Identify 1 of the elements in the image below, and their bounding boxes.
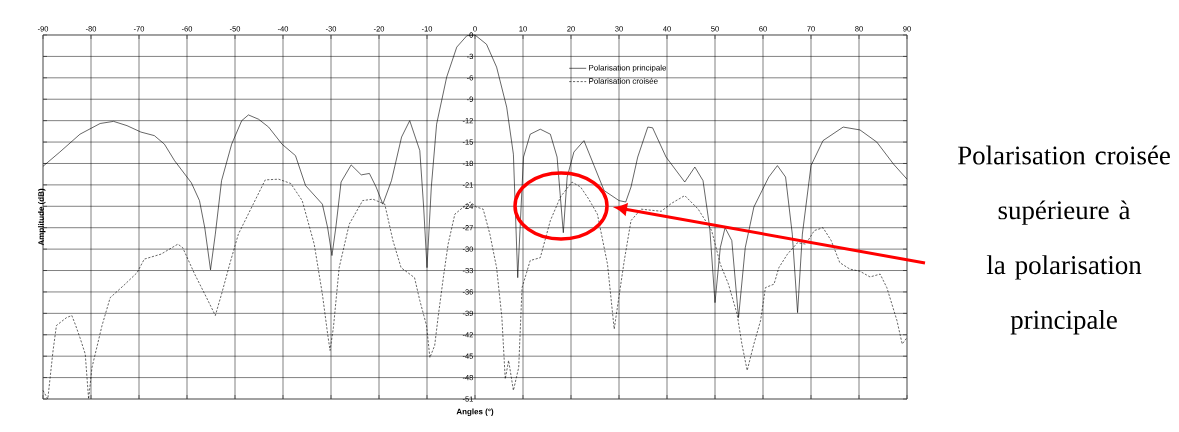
text: Polarisation croisée supérieure à la polarisation principale — [957, 145, 1170, 335]
